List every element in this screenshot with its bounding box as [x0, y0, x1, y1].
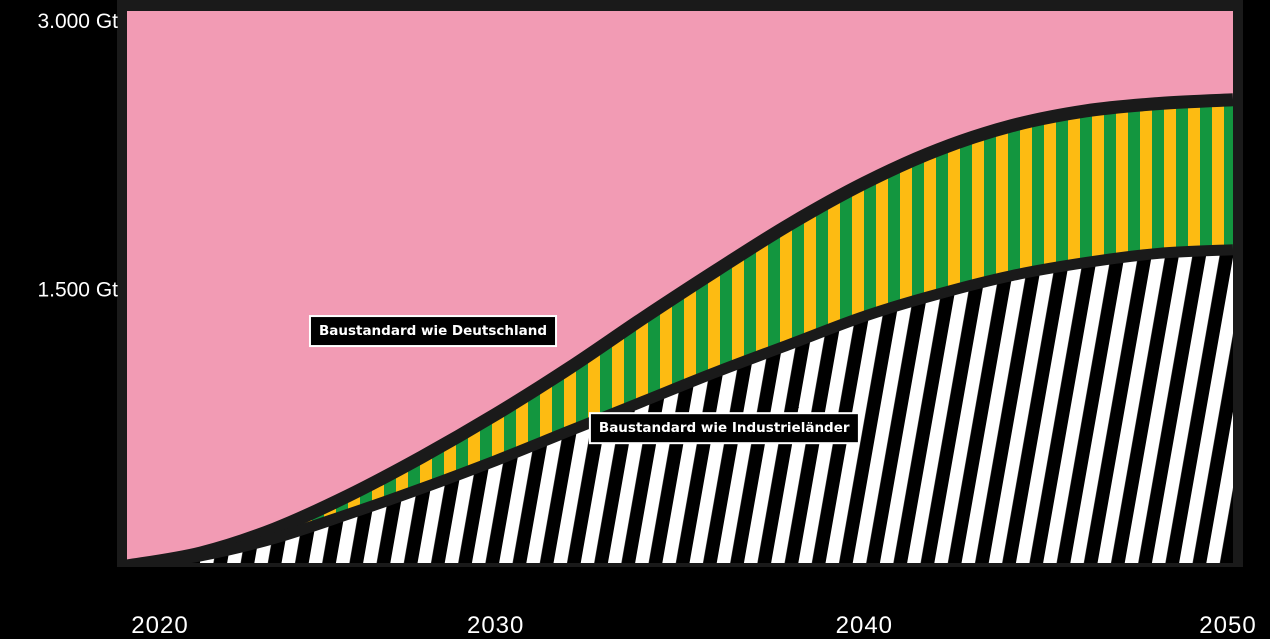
line-lower-outline: [127, 244, 1234, 566]
annotation-text: Baustandard wie Industrieländer: [599, 420, 850, 436]
plot-top-edge: [117, 0, 1243, 11]
plot-left-edge: [117, 0, 127, 566]
x-tick-label: 2020: [131, 612, 188, 639]
annotation-box: [308, 315, 558, 348]
x-tick-label: 2050: [1199, 612, 1256, 639]
x-tick-label: 2030: [467, 612, 524, 639]
area-hatched-white-black: [127, 249, 1233, 566]
x-tick-label: 2040: [836, 612, 893, 639]
plot-right-edge: [1233, 0, 1243, 566]
y-tick-label: 1.500 Gt: [37, 279, 118, 302]
y-axis: 3.000 Gt 1.500 Gt: [37, 10, 118, 302]
annotation-label: Baustandard wie Industrieländer: [588, 412, 860, 445]
annotation-box: [588, 412, 860, 445]
annotation-text: Baustandard wie Deutschland: [319, 323, 547, 339]
y-tick-label: 3.000 Gt: [37, 10, 118, 33]
plot-bottom-edge: [117, 563, 1243, 567]
annotation-label: Baustandard wie Deutschland: [308, 315, 558, 348]
annotations: Baustandard wie Deutschland Baustandard w…: [308, 315, 860, 445]
line-upper-outline: [127, 93, 1234, 566]
x-axis: 2020 2030 2040 2050: [131, 612, 1256, 639]
